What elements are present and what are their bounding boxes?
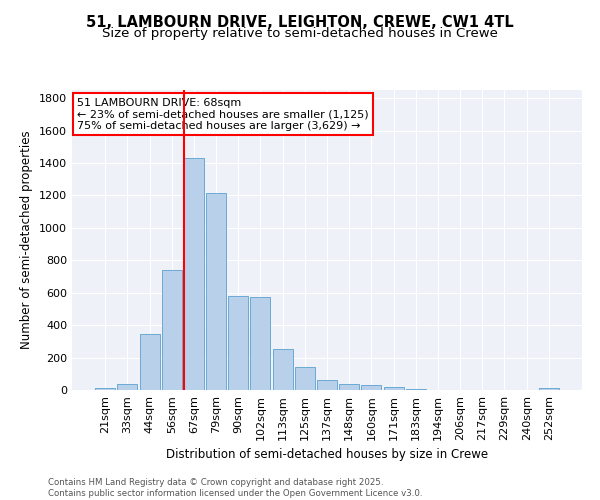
Bar <box>339 384 359 390</box>
Text: Size of property relative to semi-detached houses in Crewe: Size of property relative to semi-detach… <box>102 28 498 40</box>
Bar <box>184 158 204 390</box>
Bar <box>361 386 382 390</box>
Bar <box>228 296 248 390</box>
Bar <box>272 350 293 390</box>
Bar <box>206 193 226 390</box>
Bar <box>162 270 182 390</box>
Bar <box>140 334 160 390</box>
X-axis label: Distribution of semi-detached houses by size in Crewe: Distribution of semi-detached houses by … <box>166 448 488 462</box>
Text: 51 LAMBOURN DRIVE: 68sqm
← 23% of semi-detached houses are smaller (1,125)
75% o: 51 LAMBOURN DRIVE: 68sqm ← 23% of semi-d… <box>77 98 369 130</box>
Bar <box>539 388 559 390</box>
Bar <box>118 384 137 390</box>
Y-axis label: Number of semi-detached properties: Number of semi-detached properties <box>20 130 34 350</box>
Bar <box>317 380 337 390</box>
Bar <box>95 388 115 390</box>
Bar <box>295 368 315 390</box>
Bar <box>383 387 404 390</box>
Bar <box>250 297 271 390</box>
Text: 51, LAMBOURN DRIVE, LEIGHTON, CREWE, CW1 4TL: 51, LAMBOURN DRIVE, LEIGHTON, CREWE, CW1… <box>86 15 514 30</box>
Text: Contains HM Land Registry data © Crown copyright and database right 2025.
Contai: Contains HM Land Registry data © Crown c… <box>48 478 422 498</box>
Bar <box>406 389 426 390</box>
